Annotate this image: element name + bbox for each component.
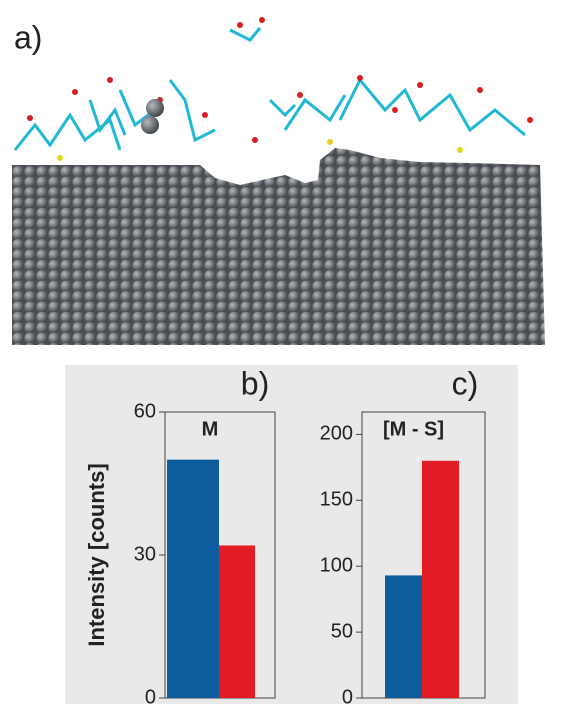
y-tick-label: 30 (134, 543, 156, 565)
bar (385, 575, 422, 698)
y-tick-label: 60 (134, 400, 156, 422)
y-tick-label: 0 (145, 686, 156, 704)
bar (219, 545, 255, 698)
y-tick-label: 200 (320, 423, 353, 445)
bar (167, 460, 219, 698)
y-tick-label: 150 (320, 489, 353, 511)
y-tick-label: 0 (342, 686, 353, 704)
bar (422, 461, 459, 698)
panel-label: c) (452, 365, 479, 401)
chart-title: [M - S] (383, 418, 444, 440)
chart-title: M (202, 418, 219, 440)
panel-label: b) (241, 365, 269, 401)
y-axis-label: Intensity [counts] (84, 463, 109, 646)
y-tick-label: 50 (331, 620, 353, 642)
panel-label: a) (14, 19, 42, 55)
figure: a) 0 30 60 Mb) Intensity [counts] 0 50 100 150 20… (0, 0, 573, 704)
y-tick-label: 100 (320, 554, 353, 576)
simulation-image (12, 17, 545, 345)
